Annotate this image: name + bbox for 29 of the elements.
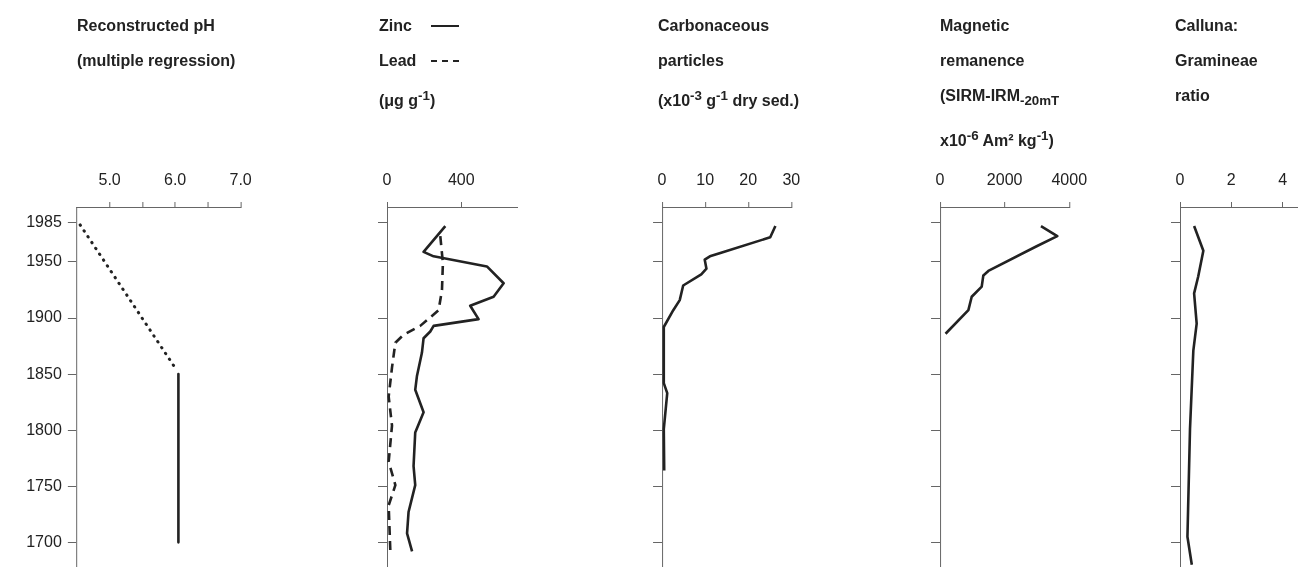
x-tick-label: 2 [1226, 170, 1236, 188]
y-tick-label: 1950 [26, 251, 62, 270]
x-tick-label: 7.0 [229, 169, 252, 188]
y-tick-label: 1750 [26, 475, 62, 494]
y-tick-label: 1900 [26, 307, 62, 326]
text: Magnetic remanence (SIRM-IRM$_{-20mT}$ x10$^{-6}$ Am² kg$^{-1}$) [940, 17, 1060, 150]
y-tick-label: 1800 [26, 419, 62, 438]
text: Carbonaceous particles (x10$^{-3}$ g$^{-1}$ dry sed.) [658, 17, 800, 110]
x-tick-label: 0 [382, 170, 392, 188]
x-axis-title: Reconstructed pH (multiple regression) [77, 16, 236, 71]
x-tick-label: 0 [935, 170, 945, 188]
x-tick-label: 4 [1278, 170, 1288, 188]
y-tick-label: 1985 [26, 212, 62, 231]
y-tick-label: 1850 [26, 363, 62, 382]
x-tick-label: 10 [696, 170, 715, 188]
x-tick-label: 400 [447, 170, 475, 188]
legend-label: Zinc [379, 16, 413, 36]
x-tick-label: 5.0 [98, 169, 121, 188]
legend-label: Lead [379, 51, 418, 71]
x-tick-label: 4000 [1051, 170, 1088, 188]
x-tick-label: 30 [782, 170, 801, 188]
x-axis-title: (μg g$^{-1}$) [379, 87, 437, 112]
x-tick-label: 6.0 [163, 169, 187, 188]
x-tick-label: 0 [657, 170, 667, 188]
x-axis-title: Calluna: Gramineae ratio [1175, 16, 1258, 106]
y-tick-label: 1700 [26, 531, 62, 550]
x-tick-label: 0 [1175, 170, 1185, 188]
x-tick-label: 2000 [986, 170, 1023, 188]
x-tick-label: 20 [739, 170, 758, 188]
